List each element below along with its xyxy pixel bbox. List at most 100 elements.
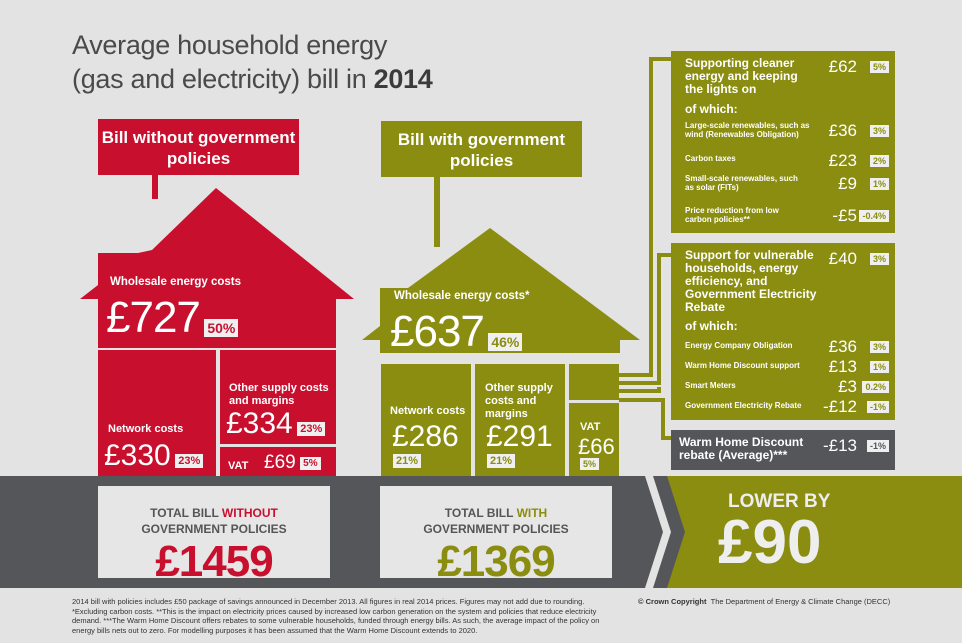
- with-wholesale: £637 46%: [390, 307, 523, 356]
- cleaner-item-pct: 3%: [869, 125, 889, 137]
- with-other-label: Other supply costs and margins: [485, 382, 553, 420]
- without-vat-label: VAT: [228, 460, 249, 472]
- with-vat-label: VAT: [580, 421, 601, 433]
- without-roof: [80, 188, 354, 348]
- without-wholesale-label: Wholesale energy costs: [110, 276, 242, 288]
- with-label-box: Bill with government policies: [381, 121, 582, 177]
- with-total-value: £1369: [437, 537, 555, 586]
- without-network-pct: 23%: [175, 453, 204, 468]
- without-connector: [152, 175, 158, 199]
- warm-home-label: Warm Home Discount rebate (Average)***: [679, 435, 804, 462]
- cleaner-pct: 5%: [869, 61, 889, 73]
- with-connector: [434, 177, 440, 247]
- without-label: Bill without government policies: [101, 128, 296, 168]
- cleaner-item-value: £9: [838, 174, 857, 193]
- without-total-box: TOTAL BILL WITHOUT GOVERNMENT POLICIES £…: [98, 486, 330, 586]
- without-vat-value: £69: [264, 452, 296, 473]
- without-other-value: £334: [226, 407, 293, 440]
- without-vat-pct: 5%: [300, 457, 321, 471]
- without-total-emph: WITHOUT: [221, 506, 278, 520]
- with-total-head1: TOTAL BILL: [444, 506, 517, 520]
- with-wholesale-pct: 46%: [488, 332, 523, 351]
- panel-warm-home-discount: Warm Home Discount rebate (Average)*** -…: [671, 430, 895, 470]
- vulnerable-item-pct: 0.2%: [862, 381, 889, 393]
- vulnerable-item-pct: 1%: [869, 361, 889, 373]
- cleaner-item-value: £23: [828, 151, 857, 170]
- without-network: £330 23%: [104, 439, 204, 472]
- vulnerable-item-pct: -1%: [866, 401, 889, 413]
- policy-connectors: [619, 57, 675, 440]
- vulnerable-item-label: Warm Home Discount support: [685, 361, 800, 370]
- warm-home-value: -£13: [822, 436, 857, 455]
- vulnerable-item-label: Energy Company Obligation: [685, 341, 793, 350]
- cleaner-item-value: £36: [828, 121, 857, 140]
- with-wholesale-label: Wholesale energy costs*: [394, 290, 530, 302]
- with-network-pct: 21%: [393, 454, 422, 468]
- lower-by-arrow: [645, 476, 962, 588]
- vulnerable-item-pct: 3%: [869, 341, 889, 353]
- cleaner-item-label: Carbon taxes: [685, 154, 736, 163]
- vulnerable-label: Support for vulnerable households, energ…: [685, 248, 817, 314]
- cleaner-item-label: Large-scale renewables, such as wind (Re…: [685, 121, 810, 139]
- with-vat-value: £66: [578, 434, 615, 459]
- copyright: © Crown Copyright The Department of Ener…: [638, 597, 890, 606]
- vulnerable-item-value: £13: [828, 357, 857, 376]
- department-name: The Department of Energy & Climate Chang…: [710, 597, 891, 606]
- vulnerable-item-value: £3: [838, 377, 857, 396]
- footnotes: 2014 bill with policies includes £50 pac…: [72, 597, 600, 635]
- cleaner-item-pct: -0.4%: [859, 210, 889, 222]
- with-total-heading: TOTAL BILL WITH: [380, 505, 612, 521]
- cleaner-item-label: Price reduction from low carbon policies…: [685, 206, 779, 224]
- vulnerable-pct: 3%: [869, 253, 889, 265]
- with-roof: [362, 228, 640, 353]
- title-line-1: Average household energy: [72, 30, 388, 60]
- panel-vulnerable-households: Support for vulnerable households, energ…: [671, 243, 895, 420]
- copyright-label: © Crown Copyright: [638, 597, 707, 606]
- without-wholesale-value: £727: [106, 293, 201, 342]
- without-total-heading: TOTAL BILL WITHOUT: [98, 505, 330, 521]
- title-year: 2014: [373, 64, 433, 94]
- with-total-emph: WITH: [516, 506, 548, 520]
- cleaner-item-pct: 2%: [869, 155, 889, 167]
- lower-by-label: LOWER BY: [728, 491, 831, 512]
- panel-cleaner-energy: Supporting cleaner energy and keeping th…: [671, 51, 895, 233]
- cleaner-of-which: of which:: [685, 102, 738, 116]
- cleaner-item-pct: 1%: [869, 178, 889, 190]
- without-wholesale-pct: 50%: [204, 318, 239, 337]
- cleaner-item-value: -£5: [832, 206, 857, 225]
- without-label-box: Bill without government policies: [98, 119, 299, 175]
- with-wholesale-value: £637: [390, 307, 485, 356]
- vulnerable-item-label: Government Electricity Rebate: [685, 401, 802, 410]
- with-label: Bill with government policies: [397, 130, 566, 170]
- vulnerable-item-value: -£12: [822, 397, 857, 416]
- page-title: Average household energy (gas and electr…: [72, 28, 433, 96]
- with-other-pct: 21%: [487, 454, 516, 468]
- without-other: £334 23%: [226, 407, 326, 440]
- without-other-pct: 23%: [297, 421, 326, 436]
- without-total-value: £1459: [155, 537, 273, 586]
- vulnerable-item-label: Smart Meters: [685, 381, 736, 390]
- vulnerable-value: £40: [828, 249, 857, 268]
- lower-by-value: £90: [718, 508, 822, 577]
- with-network-value: £286: [392, 420, 459, 453]
- with-policy-block: [569, 364, 619, 400]
- title-prefix: (gas and electricity) bill in: [72, 64, 374, 94]
- without-total-head2: GOVERNMENT POLICIES: [141, 522, 287, 536]
- with-vat-pct: 5%: [580, 458, 600, 470]
- with-total-head2: GOVERNMENT POLICIES: [423, 522, 569, 536]
- cleaner-item-label: Small-scale renewables, such as solar (F…: [685, 174, 798, 192]
- cleaner-value: £62: [828, 57, 857, 76]
- cleaner-label: Supporting cleaner energy and keeping th…: [685, 56, 798, 96]
- without-network-value: £330: [104, 439, 171, 472]
- without-network-label: Network costs: [108, 423, 184, 435]
- warm-home-pct: -1%: [866, 440, 889, 452]
- with-total-box: TOTAL BILL WITH GOVERNMENT POLICIES £136…: [380, 486, 612, 586]
- title-line-2: (gas and electricity) bill in 2014: [72, 62, 433, 96]
- with-network-label: Network costs: [390, 405, 466, 417]
- vulnerable-of-which: of which:: [685, 319, 738, 333]
- without-total-head1: TOTAL BILL: [150, 506, 222, 520]
- without-wholesale: £727 50%: [106, 293, 239, 342]
- vulnerable-item-value: £36: [828, 337, 857, 356]
- without-other-label: Other supply costs and margins: [229, 382, 329, 407]
- without-vat: £69 5%: [264, 452, 321, 474]
